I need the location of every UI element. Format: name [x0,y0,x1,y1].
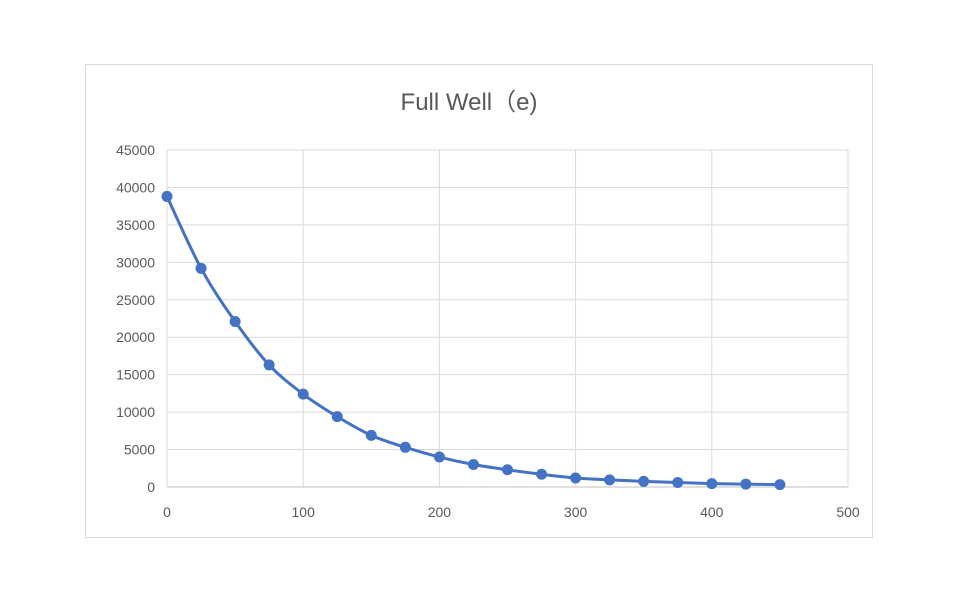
y-tick-labels: 0 5000 10000 15000 20000 25000 30000 35000 40000… [116,142,155,495]
x-tick-label-3: 300 [564,504,588,520]
data-point-10 [502,464,513,476]
x-tick-label-5: 500 [836,504,860,520]
y-tick-label-2: 10000 [116,404,155,420]
grid-vertical [166,150,849,487]
chart-svg: Full Well（e) 050001000015000200002500030… [116,89,860,520]
data-point-14 [638,475,650,487]
y-tick-label-5: 25000 [116,292,155,308]
y-tick-label-1: 5000 [124,442,155,458]
data-point-16 [706,478,718,490]
chart-title: Full Well（e) [401,89,538,116]
series-line [165,194,782,487]
data-point-4 [297,388,309,400]
data-point-7 [399,441,411,453]
data-point-13 [604,474,616,486]
data-point-15 [672,477,684,489]
x-tick-label-1: 100 [292,504,316,520]
y-tick-label-8: 40000 [116,179,155,195]
data-point-1 [195,262,207,274]
chart-frame: Full Well（e) 0 5000 10000 15000 20000 25000 30… [85,64,873,538]
data-point-3 [263,359,275,371]
data-point-18 [774,479,786,491]
data-point-8 [433,451,445,463]
y-tick-label-7: 35000 [116,217,155,233]
x-tick-label-0: 0 [163,504,171,520]
data-point-9 [467,459,479,471]
data-point-6 [365,429,377,441]
data-point-2 [229,315,241,327]
grid-horizontal [167,149,848,488]
y-tick-label-4: 20000 [116,329,155,345]
data-point-17 [740,478,752,490]
series-markers [161,190,786,491]
x-tick-labels: 0 100 200 300 400 500 [163,504,860,520]
data-point-12 [570,472,582,484]
data-point-5 [331,411,343,423]
y-tick-label-9: 45000 [116,142,155,158]
y-tick-label-3: 15000 [116,367,155,383]
x-tick-label-4: 400 [700,504,724,520]
y-tick-label-6: 30000 [116,254,155,270]
y-tick-label-0: 0 [147,479,155,495]
data-point-11 [536,468,548,480]
data-point-0 [161,190,173,202]
x-tick-label-2: 200 [428,504,452,520]
